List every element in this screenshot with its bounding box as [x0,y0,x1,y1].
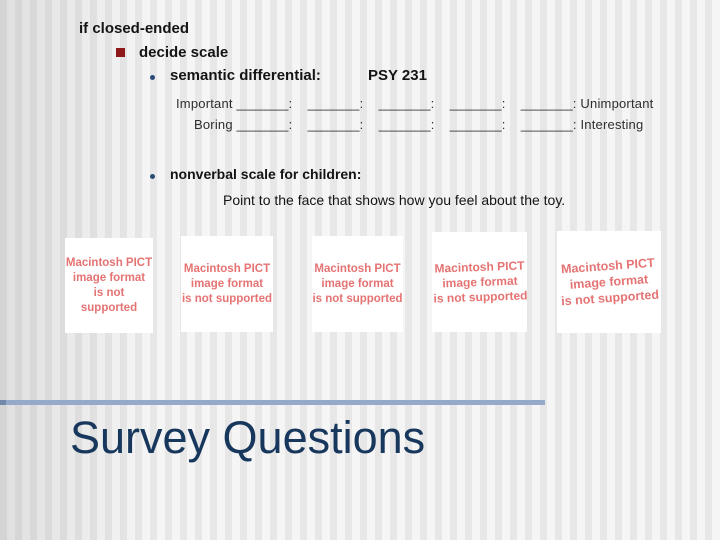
square-bullet-icon [116,48,125,57]
placeholder-message: Macintosh PICT image format is not suppo… [65,256,153,316]
placeholder-line: image format [190,277,264,290]
placeholder-message: Macintosh PICT image format is not suppo… [182,262,272,307]
placeholder-message: Macintosh PICT image format is not suppo… [432,258,528,306]
placeholder-message: Macintosh PICT image format is not suppo… [312,262,402,307]
image-placeholder-1: Macintosh PICT image format is not suppo… [65,238,153,333]
scale-row-important: Important _______: _______: _______: ___… [176,96,654,111]
placeholder-line: image format [72,271,146,284]
heading-if-closed-ended: if closed-ended [79,20,190,37]
decide-scale-label: decide scale [139,44,229,61]
image-placeholder-5: Macintosh PICT image format is not suppo… [557,231,661,333]
course-code-label: PSY 231 [368,67,427,84]
placeholder-line: is not supported [181,292,273,305]
placeholder-line: Macintosh PICT [314,262,401,275]
image-placeholder-2: Macintosh PICT image format is not suppo… [181,236,273,332]
slide-title: Survey Questions [70,412,426,463]
dot-bullet-icon [150,174,155,179]
placeholder-message: Macintosh PICT image format is not suppo… [558,255,660,310]
placeholder-line: is not supported [432,287,528,306]
placeholder-line: is not supported [312,292,403,305]
placeholder-line: Macintosh PICT [183,262,271,275]
divider-line [0,400,545,405]
placeholder-line: Macintosh PICT [65,256,153,269]
placeholder-line: image format [321,277,394,290]
nonverbal-instruction-text: Point to the face that shows how you fee… [223,192,566,208]
dot-bullet-icon [150,75,155,80]
scale-row-boring: Boring _______: _______: _______: ______… [194,117,644,132]
placeholder-line: is not supported [80,286,138,314]
nonverbal-scale-label: nonverbal scale for children: [170,166,362,182]
image-placeholder-4: Macintosh PICT image format is not suppo… [432,232,527,332]
image-placeholder-3: Macintosh PICT image format is not suppo… [312,236,403,332]
semantic-differential-label: semantic differential: [170,67,321,84]
